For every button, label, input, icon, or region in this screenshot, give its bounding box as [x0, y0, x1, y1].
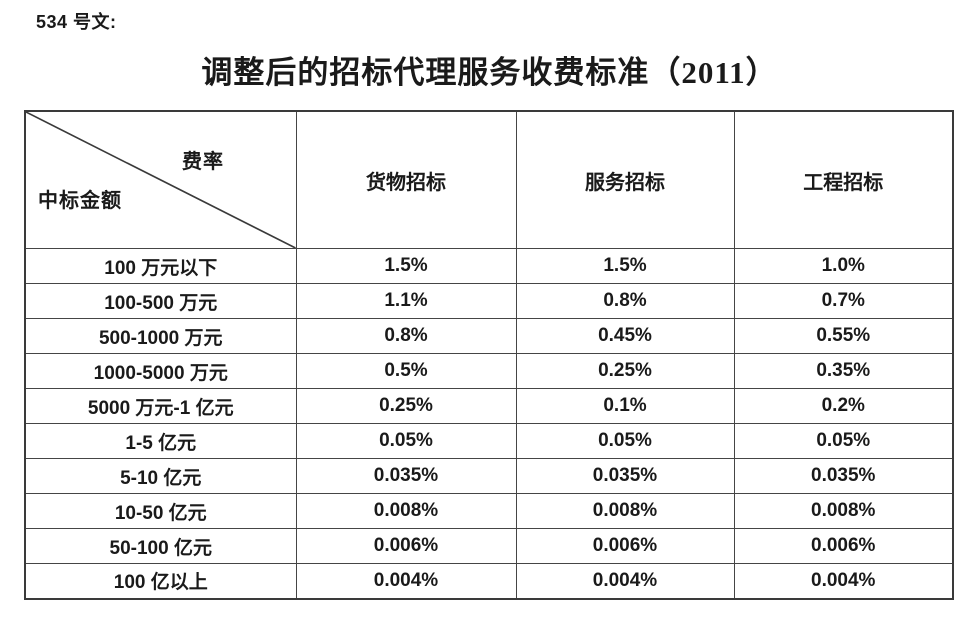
- diagonal-divider-line: [26, 112, 295, 248]
- rate-cell: 0.004%: [295, 563, 517, 599]
- page-title: 调整后的招标代理服务收费标准（2011）: [201, 55, 778, 90]
- rate-cell: 0.5%: [295, 353, 517, 389]
- rate-cell: 0.006%: [515, 528, 735, 564]
- rate-cell: 0.008%: [295, 493, 517, 529]
- rate-cell: 0.035%: [295, 458, 517, 494]
- corner-label-rate: 费率: [182, 151, 224, 173]
- table-row: 5-10 亿元 0.035% 0.035% 0.035%: [24, 458, 954, 494]
- column-header-services: 服务招标: [515, 110, 735, 249]
- rate-cell: 0.1%: [515, 388, 735, 424]
- table-row: 1-5 亿元 0.05% 0.05% 0.05%: [24, 423, 954, 459]
- table-row: 5000 万元-1 亿元 0.25% 0.1% 0.2%: [24, 388, 954, 424]
- rate-cell: 0.035%: [515, 458, 735, 494]
- row-label: 50-100 亿元: [24, 528, 297, 564]
- row-label: 10-50 亿元: [24, 493, 297, 529]
- header-row: 费率 中标金额 货物招标 服务招标 工程招标: [24, 110, 954, 249]
- row-label: 100 万元以下: [24, 248, 297, 284]
- rate-cell: 0.45%: [515, 318, 735, 354]
- rate-cell: 0.035%: [733, 458, 954, 494]
- rate-cell: 0.05%: [515, 423, 735, 459]
- rate-cell: 1.5%: [295, 248, 517, 284]
- row-label: 5-10 亿元: [24, 458, 297, 494]
- rate-cell: 1.5%: [515, 248, 735, 284]
- rate-cell: 0.008%: [515, 493, 735, 529]
- rate-cell: 0.7%: [733, 283, 954, 319]
- rate-cell: 0.05%: [733, 423, 954, 459]
- rate-cell: 0.05%: [295, 423, 517, 459]
- rate-cell: 0.8%: [295, 318, 517, 354]
- corner-header-inner: 费率 中标金额: [26, 112, 295, 248]
- table-row: 100 万元以下 1.5% 1.5% 1.0%: [24, 248, 954, 284]
- rate-cell: 0.006%: [733, 528, 954, 564]
- column-header-engineering: 工程招标: [733, 110, 954, 249]
- row-label: 1000-5000 万元: [24, 353, 297, 389]
- corner-header-cell: 费率 中标金额: [24, 110, 297, 249]
- doc-number: 534 号文:: [36, 12, 117, 32]
- rate-cell: 0.8%: [515, 283, 735, 319]
- rate-cell: 0.008%: [733, 493, 954, 529]
- rate-cell: 0.35%: [733, 353, 954, 389]
- rate-cell: 0.25%: [515, 353, 735, 389]
- table-row: 100-500 万元 1.1% 0.8% 0.7%: [24, 283, 954, 319]
- table-row: 100 亿以上 0.004% 0.004% 0.004%: [24, 563, 954, 599]
- table-row: 50-100 亿元 0.006% 0.006% 0.006%: [24, 528, 954, 564]
- rate-cell: 0.006%: [295, 528, 517, 564]
- rate-cell: 0.25%: [295, 388, 517, 424]
- rate-cell: 1.1%: [295, 283, 517, 319]
- rate-cell: 0.004%: [733, 563, 954, 599]
- rate-cell: 0.004%: [515, 563, 735, 599]
- fee-rate-table: 费率 中标金额 货物招标 服务招标 工程招标 100 万元以下 1.5% 1.5…: [24, 110, 954, 600]
- table-row: 1000-5000 万元 0.5% 0.25% 0.35%: [24, 353, 954, 389]
- table-row: 10-50 亿元 0.008% 0.008% 0.008%: [24, 493, 954, 529]
- row-label: 100 亿以上: [24, 563, 297, 599]
- row-label: 500-1000 万元: [24, 318, 297, 354]
- rate-cell: 1.0%: [733, 248, 954, 284]
- rate-cell: 0.55%: [733, 318, 954, 354]
- rate-cell: 0.2%: [733, 388, 954, 424]
- row-label: 5000 万元-1 亿元: [24, 388, 297, 424]
- row-label: 100-500 万元: [24, 283, 297, 319]
- corner-label-amount: 中标金额: [38, 190, 122, 212]
- table-row: 500-1000 万元 0.8% 0.45% 0.55%: [24, 318, 954, 354]
- column-header-goods: 货物招标: [295, 110, 517, 249]
- row-label: 1-5 亿元: [24, 423, 297, 459]
